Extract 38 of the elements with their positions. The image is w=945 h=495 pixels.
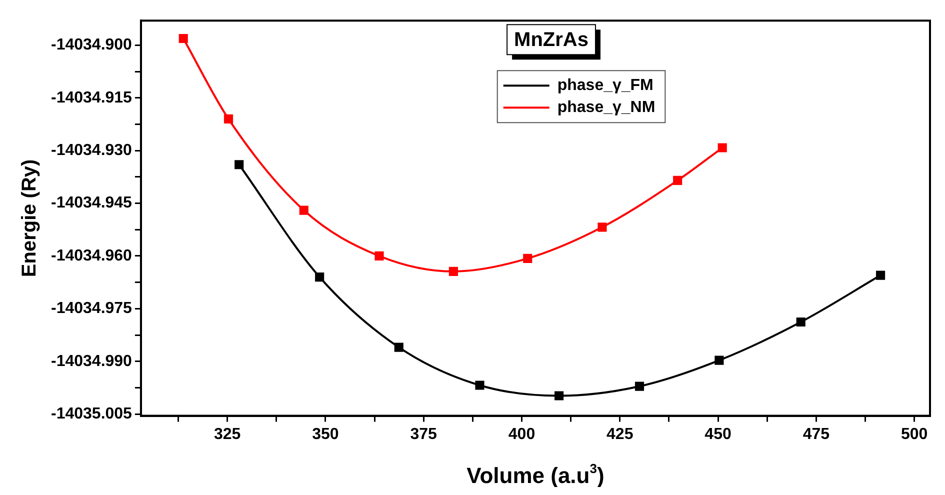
y-tick-label: -14034.960	[50, 247, 132, 264]
y-tick-label: -14035.005	[50, 405, 132, 422]
point	[394, 342, 404, 352]
x-tick-label: 325	[214, 426, 241, 443]
point	[234, 160, 244, 170]
y-axis-title: Energie (Ry)	[18, 159, 41, 278]
x-tick-label: 425	[606, 426, 634, 443]
y-tick-label: -14034.915	[50, 89, 132, 106]
point	[673, 176, 682, 185]
x-tick-label: 350	[312, 426, 339, 443]
x-tick-label: 450	[704, 426, 732, 443]
y-tick-label: -14034.900	[50, 36, 132, 54]
point	[523, 254, 532, 263]
point	[554, 391, 564, 400]
y-tick-label: -14034.975	[50, 300, 132, 318]
point	[634, 382, 644, 391]
point	[796, 317, 806, 327]
point	[299, 206, 308, 215]
point	[475, 380, 484, 390]
chart-title: MnZrAs	[514, 29, 588, 52]
y-tick-label: -14034.930	[50, 142, 132, 159]
point	[714, 356, 724, 365]
point	[448, 266, 458, 276]
point	[315, 272, 324, 282]
point	[876, 270, 886, 280]
point	[718, 143, 727, 152]
legend-label: phase_γ_NM	[557, 99, 656, 116]
x-tick-label: 475	[802, 426, 830, 443]
point	[178, 34, 188, 44]
point	[598, 222, 607, 232]
point	[374, 251, 384, 260]
x-tick-label: 375	[410, 426, 438, 443]
x-tick-label: 500	[900, 426, 928, 443]
x-tick-label: 400	[508, 426, 536, 443]
legend-label: phase_γ_FM	[557, 77, 654, 94]
y-tick-label: -14034.945	[50, 194, 132, 212]
y-tick-label: -14034.990	[50, 352, 132, 370]
point	[224, 114, 234, 124]
